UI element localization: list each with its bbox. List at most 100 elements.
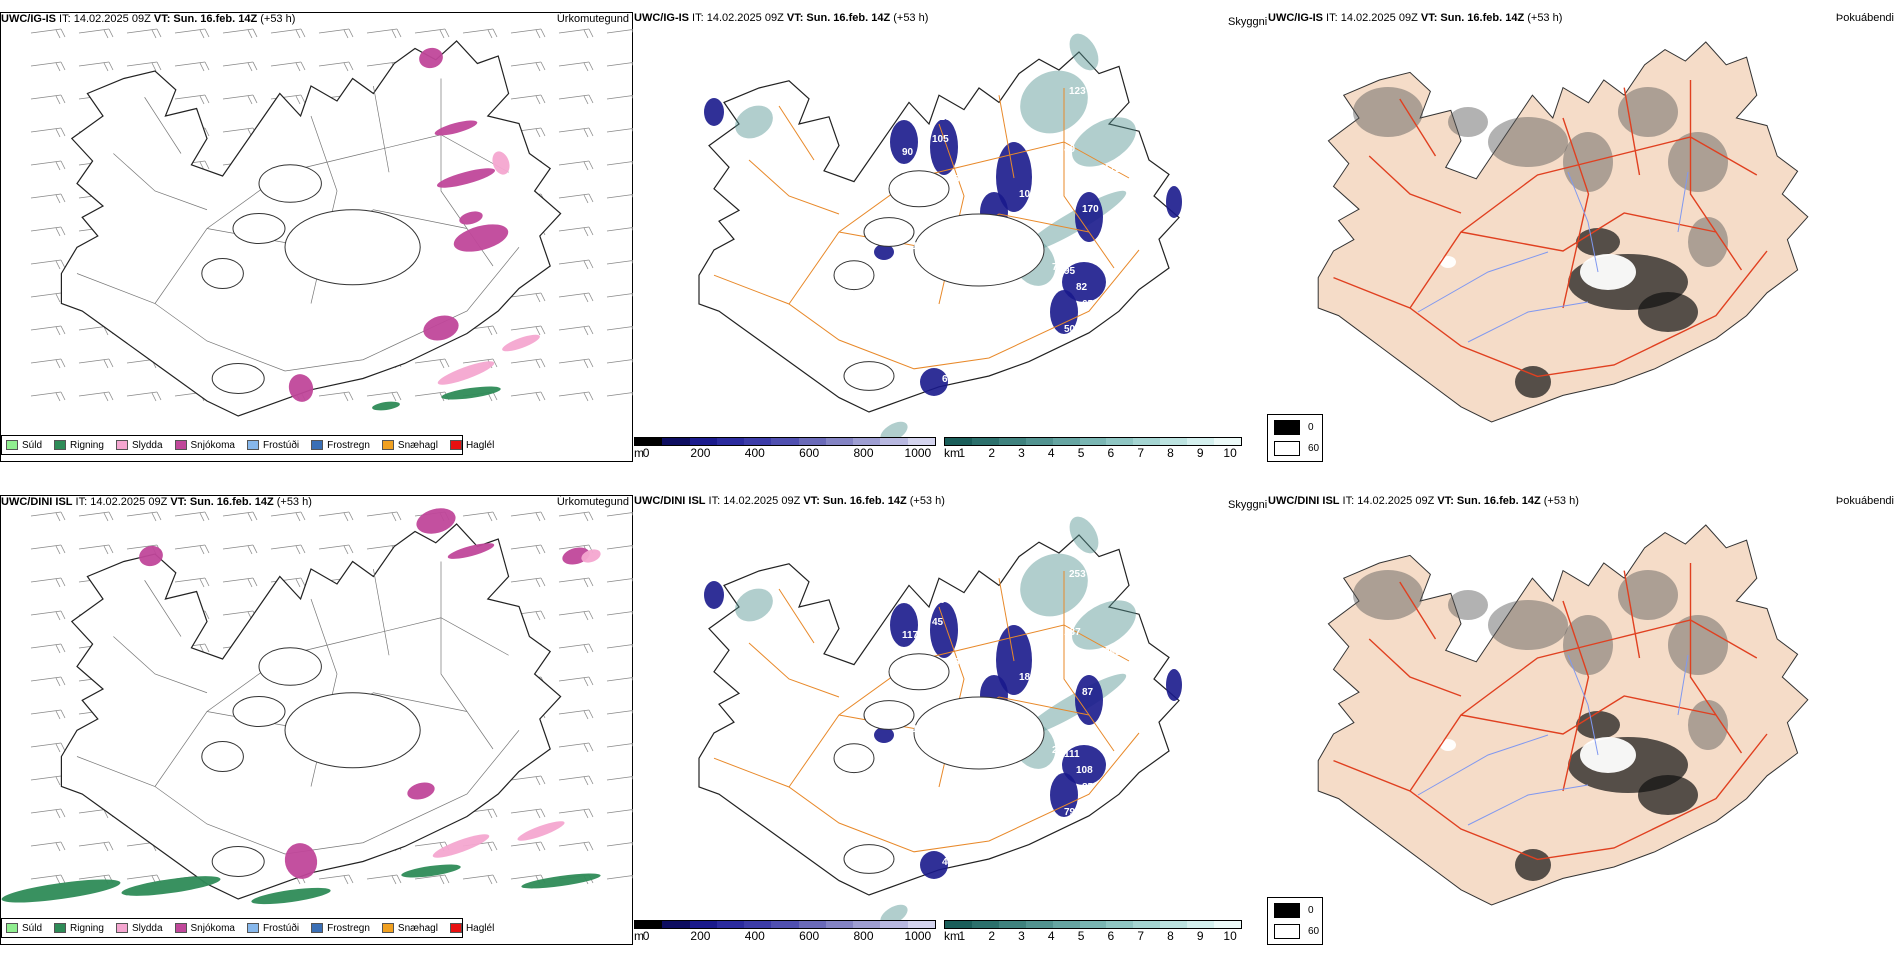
ceiling-value-label: 237 xyxy=(1064,627,1081,638)
wind-barb-icon xyxy=(174,61,210,72)
ceiling-value-label: 80 xyxy=(934,595,946,606)
wind-barb-icon xyxy=(30,808,66,819)
colorbar-tick-label: 1000 xyxy=(904,929,932,943)
ceiling-value-label: 123 xyxy=(1069,86,1086,97)
panel-title: UWC/IG-IS IT: 14.02.2025 09Z VT: Sun. 16… xyxy=(1,13,296,25)
wind-barb-icon xyxy=(606,677,633,682)
colorbar-tick-label: 3 xyxy=(1018,929,1025,943)
legend-swatch xyxy=(311,923,324,933)
ceiling-value-label: 293 xyxy=(1104,647,1121,658)
wind-barb-icon xyxy=(318,544,354,555)
legend-label: Haglél xyxy=(465,922,495,934)
river-line xyxy=(1467,301,1589,343)
ceiling-value-label: 95 xyxy=(1064,266,1076,277)
legend-item: Snæhagl xyxy=(381,440,438,451)
wind-barb-icon xyxy=(30,511,66,522)
wind-barb-icon xyxy=(318,28,354,39)
colorbar-step xyxy=(798,438,826,445)
wind-barb-icon xyxy=(558,61,594,72)
colorbar-step xyxy=(853,921,881,928)
precip-type-map: UWC/DINI ISL IT: 14.02.2025 09Z VT: Sun.… xyxy=(0,495,633,945)
ceiling-value-label: 40 xyxy=(1064,144,1076,155)
wind-barb-icon xyxy=(606,875,633,880)
colorbar-tick-label: 9 xyxy=(1196,929,1204,943)
colorbar-step xyxy=(1214,921,1241,928)
ceiling-value-label: 102 xyxy=(942,232,959,243)
legend-item: Frostregn xyxy=(311,440,370,451)
ceiling-value-label: 184 xyxy=(1019,672,1036,683)
wind-barb-icon xyxy=(606,392,633,397)
wind-barb-icon xyxy=(366,874,402,885)
legend-swatch xyxy=(6,440,18,450)
wind-barb-icon xyxy=(606,62,633,67)
ceiling-value-label: 91 xyxy=(910,852,922,863)
colorbar-tick-label: 9 xyxy=(1196,446,1204,460)
wind-barb-icon xyxy=(126,61,162,72)
ceiling-value-label: 111 xyxy=(1064,749,1080,760)
wind-barb-icon xyxy=(558,577,594,588)
river-line xyxy=(1467,784,1589,826)
colorbar-tick-label: 800 xyxy=(853,446,874,460)
colorbar-tick-label: 4 xyxy=(1047,929,1055,943)
wind-barb-icon xyxy=(30,94,66,105)
colorbar-tick-label: 10 xyxy=(1223,446,1237,460)
colorbar-step xyxy=(1187,921,1215,928)
wind-barb-icon xyxy=(558,643,594,654)
wind-barb-icon xyxy=(510,292,546,303)
legend-item: Frostregn xyxy=(311,923,370,934)
wind-barb-icon xyxy=(30,358,66,369)
ceiling-value-label: 80 xyxy=(899,662,911,673)
colorbar-step xyxy=(771,438,799,445)
colorbar-step xyxy=(998,921,1026,928)
legend-item: Haglél xyxy=(449,922,495,934)
colorbar-step xyxy=(825,921,854,928)
wind-barb-icon xyxy=(366,28,402,39)
colorbar-tick-label: 200 xyxy=(690,929,711,943)
panel-title: UWC/IG-IS IT: 14.02.2025 09Z VT: Sun. 16… xyxy=(1268,12,1563,24)
ceiling-value-label: 82 xyxy=(1076,282,1088,293)
colorbar-unit: m xyxy=(634,446,644,460)
colorbar-tick-label: 3 xyxy=(1018,446,1025,460)
wind-barb-icon xyxy=(30,226,66,237)
colorbar-step xyxy=(716,438,745,445)
wind-barb-icon xyxy=(606,260,633,265)
wind-barb-icon xyxy=(318,61,354,72)
ceiling-value-label: 17 xyxy=(912,241,924,252)
cloud-ceiling-map: 81 79 109 117 45 80 67 80 253 237 293 184 18 87 97 116 1… xyxy=(634,495,1254,945)
legend-swatch xyxy=(246,923,259,933)
wind-barb-icon xyxy=(558,511,594,522)
wind-barb-icon xyxy=(510,544,546,555)
legend-label: Snæhagl xyxy=(397,922,438,934)
colorbar-tick-label: 600 xyxy=(799,929,820,943)
forecast-row: UWC/IG-IS IT: 14.02.2025 09Z VT: Sun. 16… xyxy=(0,12,1900,462)
colorbar-step xyxy=(1025,921,1053,928)
fog-map-canvas xyxy=(1317,41,1809,423)
ceiling-colorbar: m 0 200 400 600 800 1000 xyxy=(634,437,936,461)
legend-swatch xyxy=(381,923,394,933)
wind-barb-icon xyxy=(30,775,66,786)
colorbar-step xyxy=(945,921,972,928)
wind-barb-icon xyxy=(558,94,594,105)
colorbar-step xyxy=(689,438,717,445)
panel-title: UWC/DINI ISL IT: 14.02.2025 09Z VT: Sun.… xyxy=(1,496,312,508)
wind-barb-icon xyxy=(606,128,633,133)
wind-barb-icon xyxy=(510,577,546,588)
legend-swatch xyxy=(381,440,394,450)
legend-item: Haglél xyxy=(449,440,494,451)
fog-legend-label: 0 xyxy=(1308,422,1314,433)
wind-barb-icon xyxy=(126,511,162,522)
legend-swatch xyxy=(54,923,67,933)
wind-barb-icon xyxy=(510,511,546,522)
legend-label: Rigning xyxy=(70,922,104,934)
panel-variable-label: Þokuábendi xyxy=(1835,495,1894,507)
wind-barb-icon xyxy=(510,358,546,369)
precip-type-legend: Súld Rigning Slydda Snjókoma Frostúði Frostre… xyxy=(1,435,494,455)
fog-index-map: UWC/IG-IS IT: 14.02.2025 09Z VT: Sun. 16… xyxy=(1268,12,1898,462)
colorbar-step xyxy=(1106,921,1134,928)
fog-legend-label: 0 xyxy=(1308,905,1314,916)
colorbar-step xyxy=(998,438,1026,445)
legend-swatch xyxy=(174,923,187,933)
wind-barb-icon xyxy=(270,61,306,72)
colorbar-tick-label: 8 xyxy=(1167,446,1174,460)
